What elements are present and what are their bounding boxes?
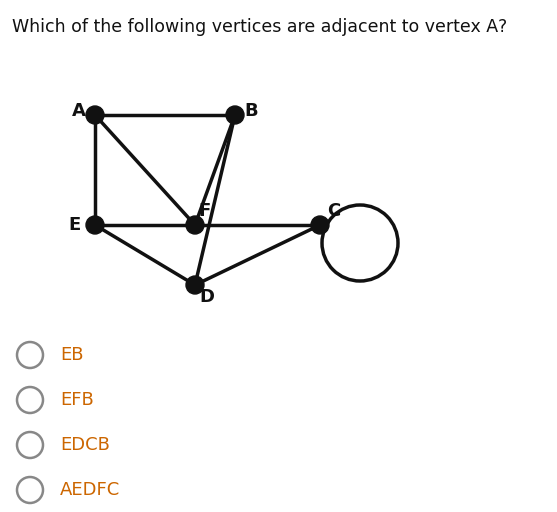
Text: EB: EB <box>60 346 84 364</box>
Text: F: F <box>199 202 211 220</box>
Circle shape <box>186 276 204 294</box>
Text: A: A <box>72 102 86 120</box>
Text: AEDFC: AEDFC <box>60 481 120 499</box>
Circle shape <box>86 106 104 124</box>
Text: EFB: EFB <box>60 391 94 409</box>
Text: C: C <box>328 202 341 220</box>
Circle shape <box>86 216 104 234</box>
Circle shape <box>186 216 204 234</box>
Circle shape <box>226 106 244 124</box>
Text: E: E <box>69 216 81 234</box>
Text: D: D <box>199 288 214 306</box>
Text: B: B <box>244 102 258 120</box>
Text: EDCB: EDCB <box>60 436 110 454</box>
Circle shape <box>311 216 329 234</box>
Text: Which of the following vertices are adjacent to vertex A?: Which of the following vertices are adja… <box>12 18 507 36</box>
